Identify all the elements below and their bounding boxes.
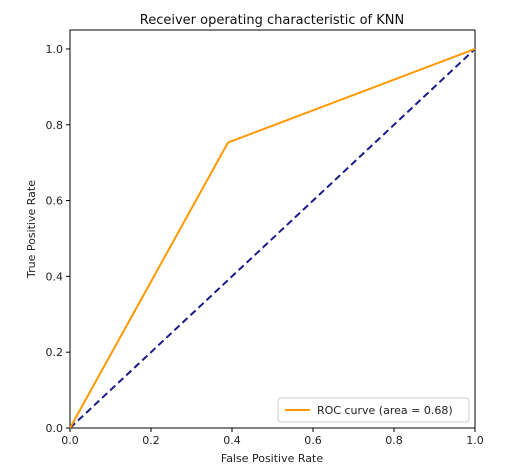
y-tick-label: 0.8 — [46, 119, 64, 132]
plot-area — [69, 29, 476, 429]
series-layer — [69, 48, 476, 429]
y-tick-label: 0.4 — [46, 270, 64, 283]
y-axis-label: True Positive Rate — [25, 180, 38, 279]
x-tick-label: 0.2 — [142, 434, 160, 447]
roc-curve-series — [69, 48, 476, 429]
y-tick-label: 1.0 — [46, 43, 64, 56]
x-tick-label: 0.8 — [385, 434, 403, 447]
y-tick-label: 0.0 — [46, 422, 64, 435]
x-tick-label: 0.0 — [61, 434, 79, 447]
y-axis-ticks: 0.0 0.2 0.4 0.6 0.8 1.0 — [46, 43, 70, 435]
legend-box — [277, 397, 470, 423]
x-axis-label: False Positive Rate — [221, 452, 323, 465]
plot-frame — [69, 29, 476, 429]
x-axis-ticks: 0.0 0.2 0.4 0.6 0.8 1.0 — [61, 428, 484, 447]
legend-label-roc: ROC curve (area = 0.68) — [317, 404, 453, 417]
x-tick-label: 0.6 — [304, 434, 322, 447]
y-tick-label: 0.2 — [46, 346, 64, 359]
x-tick-label: 1.0 — [466, 434, 484, 447]
chance-line-series — [69, 48, 476, 429]
legend: ROC curve (area = 0.68) — [277, 397, 470, 423]
chart-title: Receiver operating characteristic of KNN — [140, 13, 404, 28]
x-tick-label: 0.4 — [223, 434, 241, 447]
y-tick-label: 0.6 — [46, 195, 64, 208]
